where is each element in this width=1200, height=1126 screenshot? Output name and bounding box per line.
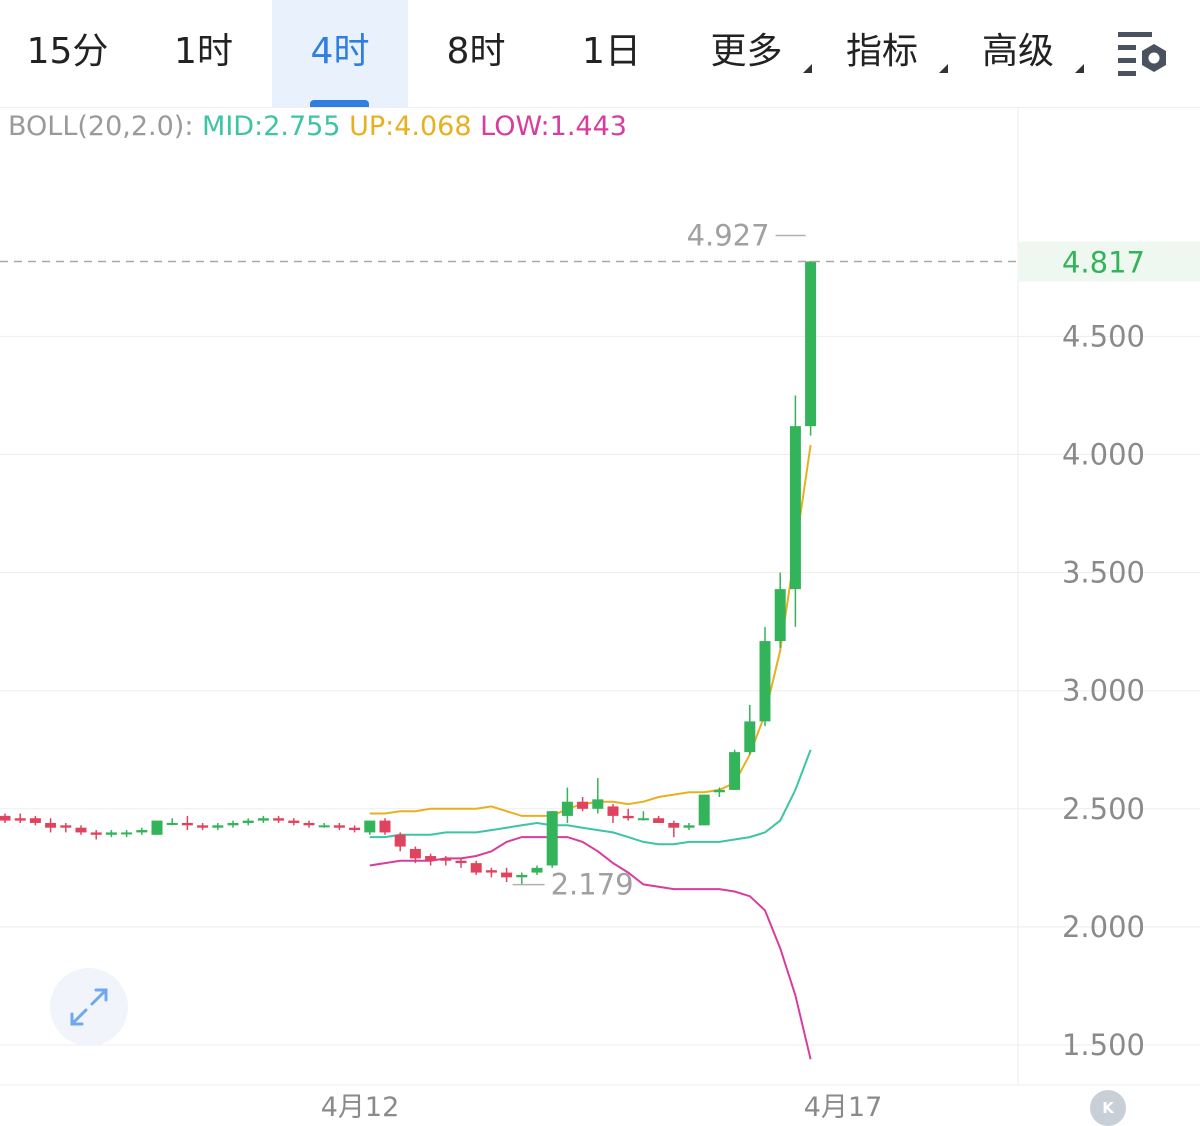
- k-badge[interactable]: K: [1090, 1090, 1126, 1126]
- candle-body: [713, 789, 725, 793]
- candle-body: [136, 830, 148, 833]
- candle-body: [364, 820, 376, 833]
- candle-body: [440, 858, 452, 861]
- candle-body: [455, 860, 467, 864]
- candle-body: [485, 870, 497, 873]
- candle-body: [45, 822, 57, 828]
- tab-5[interactable]: 更多: [679, 0, 814, 107]
- candle-body: [75, 827, 87, 833]
- candle-body: [637, 818, 649, 821]
- y-tick-label: 1.500: [1062, 1028, 1145, 1062]
- candle-body: [349, 827, 361, 831]
- y-tick-label: 2.500: [1062, 792, 1145, 826]
- boll-mid-line: [369, 749, 812, 846]
- candle-body: [379, 820, 391, 833]
- x-tick-label: 4月17: [804, 1092, 883, 1119]
- candle-body: [242, 820, 254, 823]
- candle-body: [318, 825, 330, 828]
- candle-body: [257, 818, 269, 821]
- dropdown-caret-icon: [803, 64, 812, 73]
- active-tab-indicator: [310, 100, 369, 107]
- candle-body: [561, 801, 573, 816]
- candle-body: [14, 818, 26, 821]
- dropdown-caret-icon: [939, 64, 948, 73]
- candle-body: [333, 825, 345, 828]
- candle-body: [425, 856, 437, 861]
- candle-body: [273, 818, 285, 821]
- boll-low-value: 1.443: [549, 111, 627, 142]
- candle-body: [470, 863, 482, 873]
- candle-body: [729, 752, 741, 790]
- candle-body: [789, 426, 801, 590]
- candle-body: [592, 799, 604, 809]
- candle-body: [744, 721, 756, 753]
- candle-body: [197, 825, 209, 828]
- y-tick-label: 4.000: [1062, 438, 1145, 472]
- boll-low-label: LOW:: [480, 111, 550, 142]
- tab-0[interactable]: 15分: [26, 31, 109, 72]
- y-tick-label: 3.500: [1062, 556, 1145, 590]
- current-price-label: 4.817: [1062, 246, 1145, 280]
- candle-body: [166, 822, 178, 825]
- min-price-label: 2.179: [551, 868, 634, 902]
- candle-body: [227, 822, 239, 826]
- max-price-label: 4.927: [687, 219, 770, 253]
- dropdown-caret-icon: [1075, 64, 1084, 73]
- candle-body: [622, 815, 634, 819]
- candle-body: [105, 832, 117, 835]
- candle-body: [90, 832, 102, 835]
- candle-body: [774, 589, 786, 642]
- candle-body: [288, 820, 300, 823]
- tab-4[interactable]: 1日: [582, 31, 641, 72]
- tab-1[interactable]: 1时: [174, 31, 233, 72]
- candle-body: [607, 806, 619, 816]
- candle-body: [29, 818, 41, 823]
- candle-body: [577, 801, 589, 809]
- boll-mid-value: 2.755: [263, 111, 341, 142]
- chart-settings-icon: [1118, 32, 1166, 76]
- candle-body: [212, 825, 224, 828]
- y-tick-label: 4.500: [1062, 319, 1145, 353]
- candle-body: [0, 815, 11, 821]
- candle-body: [60, 825, 72, 828]
- tab-6[interactable]: 指标: [814, 0, 950, 107]
- timeframe-tabbar: 15分 1时 4时 8时 1日 更多 指标 高级: [0, 0, 1200, 108]
- expand-button[interactable]: [50, 968, 128, 1046]
- boll-up-label: UP:: [349, 111, 395, 142]
- tab-2[interactable]: 4时: [272, 0, 408, 107]
- boll-mid-label: MID:: [202, 111, 264, 142]
- chart-settings-button[interactable]: [1100, 0, 1200, 107]
- candle-body: [531, 867, 543, 873]
- boll-upper-line: [369, 444, 812, 817]
- boll-name: BOLL(20,2.0):: [8, 111, 194, 142]
- expand-icon: [70, 988, 108, 1026]
- candle-body: [303, 822, 315, 826]
- candle-body: [698, 794, 710, 826]
- current-price-badge: [1019, 241, 1200, 282]
- boll-up-value: 4.068: [394, 111, 472, 142]
- candle-body: [653, 818, 665, 823]
- candle-body: [121, 832, 133, 835]
- candle-body: [181, 822, 193, 826]
- candle-body: [805, 261, 817, 427]
- candle-body: [516, 874, 528, 878]
- candle-body: [151, 820, 163, 835]
- x-tick-label: 4月12: [321, 1092, 400, 1119]
- tab-7[interactable]: 高级: [950, 0, 1086, 107]
- candle-body: [668, 822, 680, 828]
- y-tick-label: 3.000: [1062, 674, 1145, 708]
- y-tick-label: 2.000: [1062, 910, 1145, 944]
- candle-body: [501, 872, 513, 878]
- tab-3[interactable]: 8时: [446, 31, 506, 72]
- boll-legend: BOLL(20,2.0): MID:2.755 UP:4.068 LOW:1.4…: [8, 111, 627, 142]
- candle-body: [759, 641, 771, 722]
- candle-body: [394, 834, 406, 847]
- candle-body: [409, 848, 421, 859]
- candle-body: [683, 825, 695, 828]
- candle-body: [546, 811, 558, 866]
